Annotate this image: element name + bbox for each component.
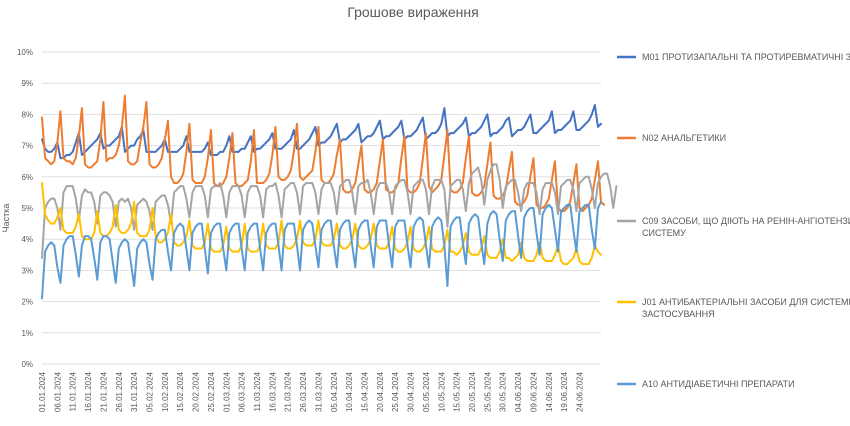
x-tick-label: 01.03.2024	[222, 371, 231, 412]
series-line-c09	[41, 163, 618, 259]
legend-entry: N02 АНАЛЬГЕТИКИ	[617, 133, 726, 143]
y-tick-label: 2%	[21, 298, 33, 307]
x-tick-label: 20.04.2024	[376, 371, 385, 412]
x-tick-label: 24.06.2024	[576, 371, 585, 412]
x-tick-label: 10.05.2024	[437, 371, 446, 412]
legend-label: M01 ПРОТИЗАПАЛЬНІ ТА ПРОТИРЕВМАТИЧНІ ЗАС…	[642, 52, 850, 62]
x-tick-label: 26.03.2024	[299, 371, 308, 412]
series-line-m01	[41, 104, 602, 160]
series-line-n02	[41, 94, 606, 213]
legend-label: N02 АНАЛЬГЕТИКИ	[642, 133, 726, 143]
x-tick-label: 14.06.2024	[545, 371, 554, 412]
x-tick-label: 11.01.2024	[69, 371, 78, 411]
chart-title: Грошове вираження	[347, 4, 478, 20]
x-tick-label: 16.01.2024	[84, 371, 93, 412]
legend-entry: C09 ЗАСОБИ, ЩО ДІЮТЬ НА РЕНІН-АНГІОТЕНЗИ…	[617, 216, 850, 238]
x-tick-label: 21.01.2024	[99, 371, 108, 412]
y-tick-label: 9%	[21, 79, 33, 88]
x-tick-label: 25.02.2024	[207, 371, 216, 412]
y-tick-label: 1%	[21, 329, 33, 338]
x-tick-label: 11.03.2024	[253, 371, 262, 411]
legend-label: C09 ЗАСОБИ, ЩО ДІЮТЬ НА РЕНІН-АНГІОТЕНЗИ…	[642, 216, 850, 238]
series-line-a10	[41, 200, 602, 300]
x-tick-label: 09.06.2024	[529, 371, 538, 412]
x-tick-label: 05.04.2024	[330, 371, 339, 412]
x-tick-label: 10.02.2024	[161, 371, 170, 412]
x-axis-ticks: 01.01.2024 06.01.2024 11.01.2024 16.01.2024…	[38, 371, 585, 412]
x-tick-label: 31.03.2024	[314, 371, 323, 412]
x-tick-label: 01.01.2024	[38, 371, 47, 412]
x-tick-label: 05.02.2024	[146, 371, 155, 412]
series-lines	[41, 94, 618, 300]
x-tick-label: 26.01.2024	[115, 371, 124, 412]
x-tick-label: 31.01.2024	[130, 371, 139, 412]
legend-label: J01 АНТИБАКТЕРІАЛЬНІ ЗАСОБИ ДЛЯ СИСТЕМНО…	[642, 297, 850, 319]
y-tick-label: 10%	[17, 48, 33, 57]
y-tick-label: 0%	[21, 360, 33, 369]
x-tick-label: 15.05.2024	[453, 371, 462, 412]
x-tick-label: 15.02.2024	[176, 371, 185, 412]
x-tick-label: 06.03.2024	[238, 371, 247, 412]
legend-entry: J01 АНТИБАКТЕРІАЛЬНІ ЗАСОБИ ДЛЯ СИСТЕМНО…	[617, 297, 850, 319]
legend-label: A10 АНТИДІАБЕТИЧНІ ПРЕПАРАТИ	[642, 379, 795, 389]
x-tick-label: 19.06.2024	[560, 371, 569, 412]
legend-entry: A10 АНТИДІАБЕТИЧНІ ПРЕПАРАТИ	[617, 379, 795, 389]
y-tick-label: 3%	[21, 266, 33, 275]
y-axis-ticks: 0% 1% 2% 3% 4% 5% 6% 7% 8% 9% 10%	[17, 48, 33, 369]
x-tick-label: 25.05.2024	[483, 371, 492, 412]
x-tick-label: 15.04.2024	[361, 371, 370, 412]
y-axis-title: Частка	[1, 204, 11, 233]
x-tick-label: 30.05.2024	[499, 371, 508, 412]
legend-entry: M01 ПРОТИЗАПАЛЬНІ ТА ПРОТИРЕВМАТИЧНІ ЗАС…	[617, 52, 850, 62]
x-tick-label: 10.04.2024	[345, 371, 354, 412]
x-tick-label: 20.02.2024	[192, 371, 201, 412]
series-line-j01	[41, 182, 602, 266]
x-tick-label: 16.03.2024	[268, 371, 277, 412]
y-tick-label: 7%	[21, 142, 33, 151]
x-tick-label: 05.05.2024	[422, 371, 431, 412]
x-tick-label: 06.01.2024	[53, 371, 62, 412]
y-tick-label: 5%	[21, 204, 33, 213]
y-tick-label: 6%	[21, 173, 33, 182]
legend: M01 ПРОТИЗАПАЛЬНІ ТА ПРОТИРЕВМАТИЧНІ ЗАС…	[617, 52, 850, 389]
x-tick-label: 21.03.2024	[284, 371, 293, 412]
y-tick-label: 4%	[21, 235, 33, 244]
x-tick-label: 20.05.2024	[468, 371, 477, 412]
x-tick-label: 30.04.2024	[407, 371, 416, 412]
x-tick-label: 25.04.2024	[391, 371, 400, 412]
x-tick-label: 04.06.2024	[514, 371, 523, 412]
y-tick-label: 8%	[21, 110, 33, 119]
